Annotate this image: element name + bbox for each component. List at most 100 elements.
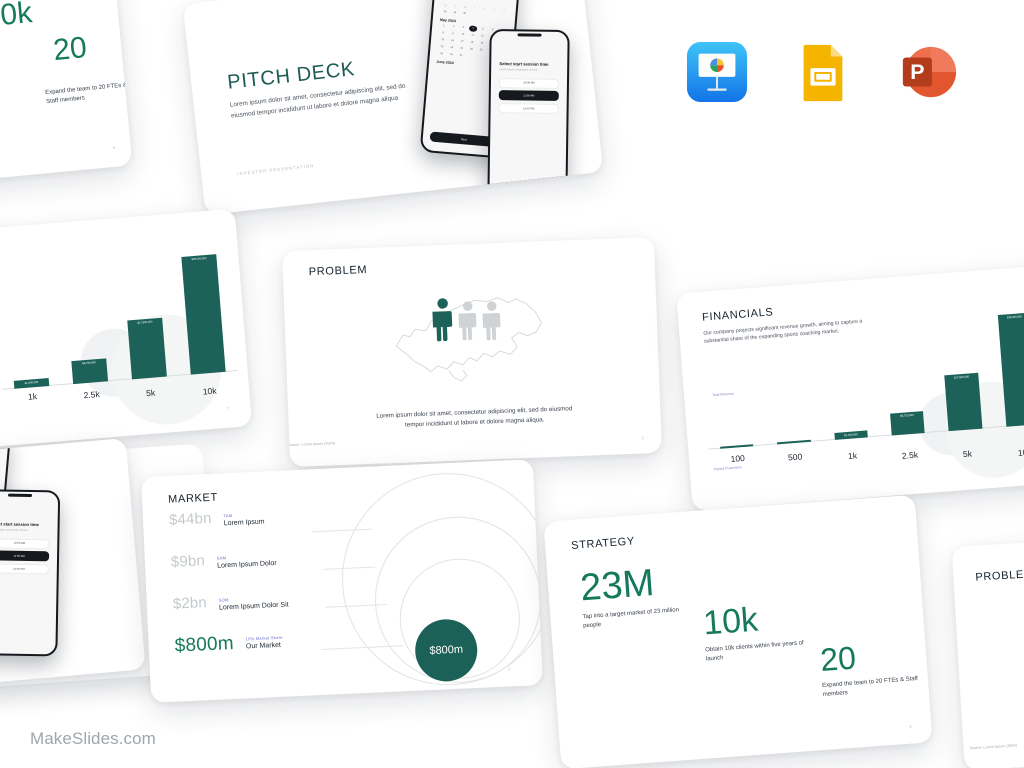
calendar-day[interactable]: 19 — [480, 40, 484, 45]
slide-pitch-deck[interactable]: PITCH DECK Lorem ipsum dolor sit amet, c… — [182, 0, 604, 215]
calendar-day[interactable]: 22 — [440, 44, 444, 48]
problem-title: PROBLEM — [308, 263, 368, 279]
financials-title: FINANCIALS — [701, 306, 774, 324]
slide-strategy-cropped[interactable]: 10k s within nch 20 Expand the team to 2… — [0, 0, 133, 186]
market-amount: $44bn — [168, 509, 212, 529]
phone-heading: Select start session time — [0, 521, 39, 528]
calendar-dow: S — [503, 8, 506, 12]
slide-problem-cropped[interactable]: PROBLEM Source: Lorem Ipsum (2024) — [951, 533, 1024, 768]
chart-x-labels: 100 500 1k 2.5k 5k 10k — [676, 263, 1024, 464]
calendar-day[interactable]: 8 — [442, 30, 445, 34]
revenue-bar-chart-cropped: $2,300,000 $6,750,000 $17,500,000 $35,000,0… — [0, 253, 238, 390]
slide-phone-mockups[interactable]: Select start session date Lorem ipsum co… — [0, 437, 146, 691]
market-tag: TAM — [223, 512, 233, 519]
chart-x-tick-label: 2.5k — [83, 388, 100, 401]
stat-value: 20 — [818, 639, 858, 679]
calendar-day[interactable]: 1 — [443, 23, 445, 27]
microsoft-powerpoint-icon[interactable]: P — [898, 41, 960, 103]
phone-mockup-time-picker-secondary: Select start session time Lorem ipsum co… — [0, 489, 61, 657]
calendar-day[interactable]: 4 — [468, 24, 478, 32]
time-option[interactable]: 11:00 AM — [0, 550, 49, 562]
chart-x-tick-label: 5k — [962, 448, 973, 459]
market-amount: $2bn — [172, 594, 208, 613]
slide-problem[interactable]: PROBLEM Lorem ipsum dolor sit amet, cons… — [281, 236, 663, 468]
stat-caption: Obtain 10k clients within five years of … — [705, 640, 804, 663]
calendar-dow: F — [483, 7, 486, 11]
strategy-stat-2: 10k Obtain 10k clients within five years… — [702, 597, 806, 665]
market-row: $2bn SOM Lorem Ipsum Dolor Sit — [172, 590, 288, 613]
calendar-day[interactable]: 10 — [461, 32, 465, 36]
market-row: $9bn SAM Lorem Ipsum Dolor — [171, 549, 277, 572]
google-slides-icon[interactable] — [792, 41, 854, 103]
market-row: $800m 10% Market Share Our Market — [174, 631, 283, 658]
person-icon-muted — [458, 301, 477, 341]
chart-bar: $35,000,000 — [997, 312, 1024, 427]
page-number: 7 — [226, 405, 230, 411]
calendar-dow: S — [493, 7, 496, 12]
market-title: MARKET — [167, 491, 219, 506]
calendar-day[interactable]: 15 — [441, 37, 445, 41]
time-option[interactable]: 12:00 PM — [498, 103, 559, 115]
person-icon-muted — [482, 301, 501, 341]
chart-bar: $2,300,000 — [834, 430, 868, 440]
market-label: Our Market — [245, 641, 282, 651]
calendar-day[interactable]: 30 — [449, 52, 453, 56]
calendar-day[interactable]: 2 — [452, 24, 455, 28]
chart-x-axis-label: Paying Customers — [713, 465, 742, 472]
calendar-day-prev[interactable]: 29 — [453, 10, 457, 14]
chart-x-tick-label: 500 — [787, 451, 803, 463]
calendar-day[interactable]: 31 — [459, 53, 463, 57]
market-label: Lorem Ipsum — [223, 518, 265, 528]
calendar-day[interactable]: 12 — [480, 33, 484, 38]
chart-x-tick-label: 10k — [202, 385, 217, 397]
slide-financials-cropped[interactable]: nue growth, aiming to nding sports coach… — [0, 208, 253, 458]
calendar-day[interactable]: 26 — [479, 47, 483, 52]
chart-bar: $17,500,000 — [944, 372, 983, 432]
time-option[interactable]: 12:00 PM — [0, 563, 49, 575]
calendar-day[interactable]: 11 — [471, 33, 475, 37]
calendar-day-prev[interactable]: 28 — [443, 9, 447, 13]
phone-a-sub: Lorem ipsum consectetur adipiscing — [442, 0, 510, 2]
slide-strategy[interactable]: STRATEGY 23M Tap into a target market of… — [543, 494, 933, 768]
time-option[interactable]: 11:00 AM — [498, 90, 559, 102]
person-icon-highlighted — [431, 298, 453, 342]
calendar-day[interactable]: 3 — [462, 25, 465, 29]
chart-bar-value-label: $300,000 — [788, 442, 800, 447]
calendar-day[interactable]: 17 — [460, 39, 464, 43]
phone-mockup-time-picker: Select start session time Lorem ipsum co… — [487, 28, 570, 199]
stat-caption-20: Expand the team to 20 FTEs & Staff membe… — [44, 82, 128, 106]
chart-x-tick-label: 5k — [145, 387, 156, 399]
chart-bar: $17,500,000 — [127, 317, 167, 380]
chart-x-labels-cropped: 1k 2.5k 5k 10k — [0, 209, 235, 402]
calendar-day[interactable]: 9 — [452, 31, 454, 35]
time-option-list[interactable]: 10:00 AM 11:00 AM 12:00 PM — [498, 77, 559, 115]
chart-bar-value-label: $2,300,000 — [24, 381, 39, 386]
pitch-deck-footer: INVESTOR PRESENTATION — [237, 162, 315, 177]
calendar-dow: T — [473, 6, 476, 10]
time-option[interactable]: 10:00 AM — [0, 537, 50, 550]
stat-caption: Tap into a target market of 23 million p… — [582, 607, 680, 630]
calendar-day[interactable]: 23 — [450, 45, 454, 49]
calendar-day[interactable]: 16 — [450, 38, 454, 42]
calendar-day[interactable]: 25 — [469, 47, 473, 51]
calendar-day[interactable]: 24 — [460, 46, 464, 50]
apple-keynote-icon[interactable] — [686, 41, 748, 103]
page-number: 3 — [641, 435, 644, 441]
chart-x-tick-label: 2.5k — [901, 449, 919, 461]
calendar-day-prev[interactable]: 30 — [463, 11, 467, 15]
chart-bar-value-label: $2,300,000 — [844, 432, 858, 437]
market-amount: $800m — [174, 632, 235, 657]
chart-x-tick-label: 1k — [27, 391, 38, 402]
time-option[interactable]: 10:00 AM — [499, 77, 559, 89]
slide-market[interactable]: MARKET $800m $44bn TAM Lorem Ipsum $9bn SAM L… — [141, 459, 543, 703]
calendar-day[interactable]: 5 — [482, 27, 484, 31]
calendar-day[interactable]: 18 — [470, 40, 474, 44]
site-watermark: MakeSlides.com — [30, 729, 156, 748]
stat-value-20: 20 — [51, 31, 89, 68]
chart-bar-value-label: $17,500,000 — [137, 320, 153, 325]
slide-financials[interactable]: FINANCIALS Our company projects signific… — [676, 262, 1024, 512]
chart-bar: $2,300,000 — [14, 378, 49, 389]
time-option-list[interactable]: 10:00 AM 11:00 AM 12:00 PM — [0, 537, 50, 575]
source-note: Source: Lorem Ipsum (2024) — [287, 441, 336, 448]
calendar-day[interactable]: 29 — [440, 51, 444, 55]
